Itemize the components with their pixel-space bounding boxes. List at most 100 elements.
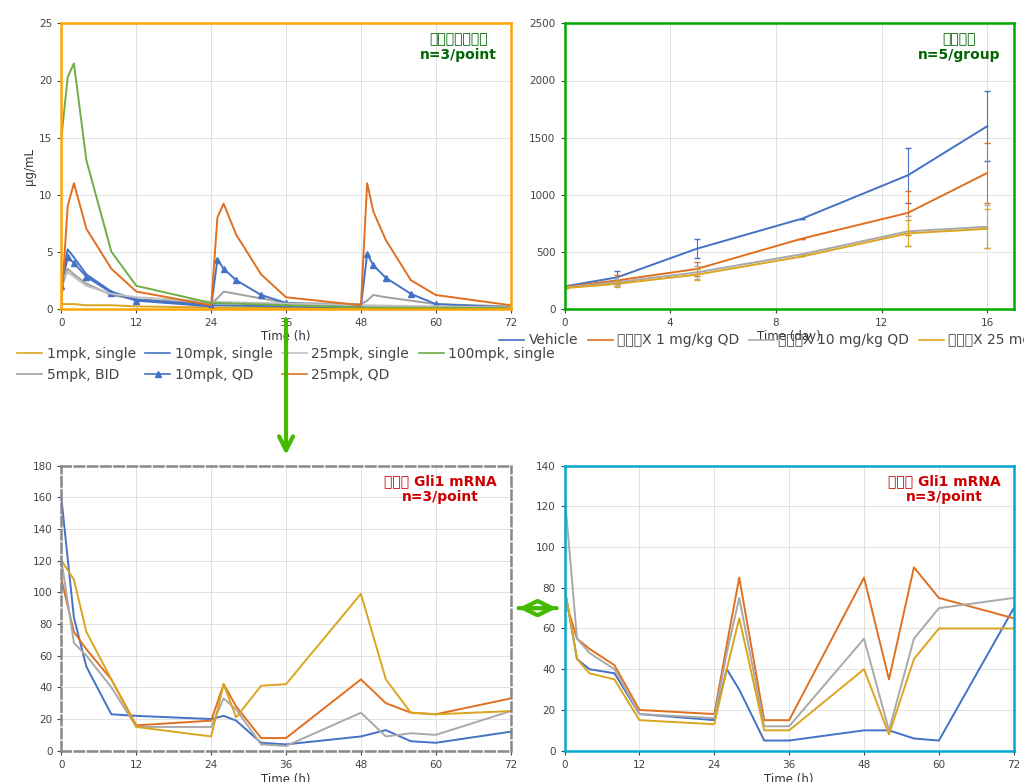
25mpk-3days: [571, 634, 584, 644]
10mpk-3days: [68, 627, 80, 637]
10mpk-3days: [430, 709, 442, 719]
5mpk, bid-3days: [505, 727, 517, 737]
100mpk-single: [130, 723, 142, 732]
5mpk, bid-3days: [933, 736, 945, 745]
5mpk, BID: [255, 294, 267, 303]
化合物X 25 mg/kg QD: [611, 279, 624, 289]
化合物X 25 mg/kg QD: [981, 224, 993, 234]
5mpk, BID: [280, 298, 292, 307]
25mpk, QD: [280, 292, 292, 302]
Line: 化合物X 1 mg/kg QD: 化合物X 1 mg/kg QD: [564, 173, 987, 287]
10mpk-3days: [354, 675, 367, 684]
25mpk, QD: [130, 287, 142, 296]
Line: 100mpk, single: 100mpk, single: [61, 63, 511, 308]
1mpk, single: [505, 303, 517, 313]
1mpk, single: [205, 303, 217, 312]
10mpk-3days: [80, 644, 92, 654]
25mpk, QD: [217, 199, 229, 208]
25mpk, single: [68, 272, 80, 282]
10mpk, QD: [354, 302, 367, 311]
Line: 5mpk, BID: 5mpk, BID: [61, 269, 511, 307]
化合物X 10 mg/kg QD: [797, 249, 809, 259]
10mpk-3days: [733, 573, 745, 583]
25mpk, single: [130, 292, 142, 302]
Vehicle: [558, 282, 570, 291]
25mpk-3days: [255, 740, 267, 749]
25mpk-3days: [55, 556, 68, 565]
5mpk, BID: [105, 290, 118, 300]
X-axis label: Time (h): Time (h): [261, 773, 311, 782]
5mpk, BID: [505, 302, 517, 311]
100mpk-single: [205, 732, 217, 741]
10mpk, single: [55, 282, 68, 291]
5mpk, bid-3days: [280, 740, 292, 749]
5mpk, bid-3days: [130, 711, 142, 720]
5mpk, BID: [354, 300, 367, 309]
25mpk-3days: [858, 634, 870, 644]
5mpk, bid-3days: [633, 709, 645, 719]
10mpk, QD: [380, 273, 392, 282]
25mpk, QD: [354, 300, 367, 310]
5mpk, BID: [361, 296, 374, 305]
25mpk-3days: [430, 730, 442, 740]
化合物X 1 mg/kg QD: [797, 234, 809, 243]
10mpk-3days: [105, 675, 118, 684]
5mpk, BID: [404, 296, 417, 305]
10mpk, single: [80, 270, 92, 279]
25mpk, single: [80, 282, 92, 291]
5mpk, bid-3days: [721, 665, 733, 674]
25mpk-3days: [280, 741, 292, 751]
25mpk-3days: [80, 651, 92, 660]
10mpk-3days: [709, 709, 721, 719]
5mpk, bid-3days: [205, 714, 217, 723]
Vehicle: [981, 121, 993, 131]
25mpk, QD: [80, 224, 92, 234]
Line: 5mpk, bid-3days: 5mpk, bid-3days: [564, 588, 1014, 741]
100mpk-single: [105, 675, 118, 684]
100mpk-single: [883, 730, 895, 739]
25mpk, QD: [368, 207, 380, 217]
25mpk, QD: [430, 290, 442, 300]
10mpk-3days: [908, 563, 921, 572]
100mpk-single: [571, 655, 584, 664]
25mpk-3days: [883, 726, 895, 735]
25mpk, QD: [361, 178, 374, 188]
10mpk-3days: [571, 634, 584, 644]
Line: 化合物X 10 mg/kg QD: 化合物X 10 mg/kg QD: [564, 227, 987, 288]
5mpk, bid-3days: [783, 736, 796, 745]
5mpk, bid-3days: [105, 709, 118, 719]
25mpk, QD: [380, 235, 392, 245]
5mpk, bid-3days: [758, 736, 770, 745]
10mpk, QD: [68, 258, 80, 267]
25mpk-3days: [633, 709, 645, 719]
Line: 1mpk, single: 1mpk, single: [61, 304, 511, 308]
10mpk, QD: [430, 300, 442, 309]
25mpk, QD: [55, 298, 68, 307]
Line: 100mpk-single: 100mpk-single: [61, 561, 511, 737]
10mpk-3days: [584, 644, 596, 654]
5mpk, bid-3days: [1008, 604, 1020, 613]
10mpk, QD: [55, 282, 68, 291]
10mpk-3days: [558, 594, 570, 603]
5mpk, bid-3days: [255, 738, 267, 748]
5mpk, bid-3days: [883, 726, 895, 735]
25mpk, QD: [105, 264, 118, 274]
100mpk, single: [505, 303, 517, 313]
100mpk-single: [1008, 624, 1020, 633]
25mpk-3days: [558, 490, 570, 499]
100mpk-single: [733, 614, 745, 623]
25mpk-3days: [404, 729, 417, 738]
X-axis label: Time (h): Time (h): [764, 773, 814, 782]
Line: 10mpk, QD: 10mpk, QD: [58, 251, 513, 310]
25mpk-3days: [721, 648, 733, 658]
100mpk-single: [908, 655, 921, 664]
X-axis label: Time (day): Time (day): [758, 331, 821, 343]
25mpk, QD: [205, 300, 217, 310]
25mpk-3days: [217, 694, 229, 703]
5mpk, bid-3days: [584, 665, 596, 674]
5mpk, bid-3days: [68, 613, 80, 622]
100mpk-single: [758, 726, 770, 735]
Legend: Vehicle, 化合物X 1 mg/kg QD, 化合物X 10 mg/kg QD, 化合物X 25 mg/kg QD: Vehicle, 化合物X 1 mg/kg QD, 化合物X 10 mg/kg …: [494, 328, 1024, 353]
25mpk-3days: [130, 723, 142, 732]
10mpk-3days: [608, 661, 621, 670]
